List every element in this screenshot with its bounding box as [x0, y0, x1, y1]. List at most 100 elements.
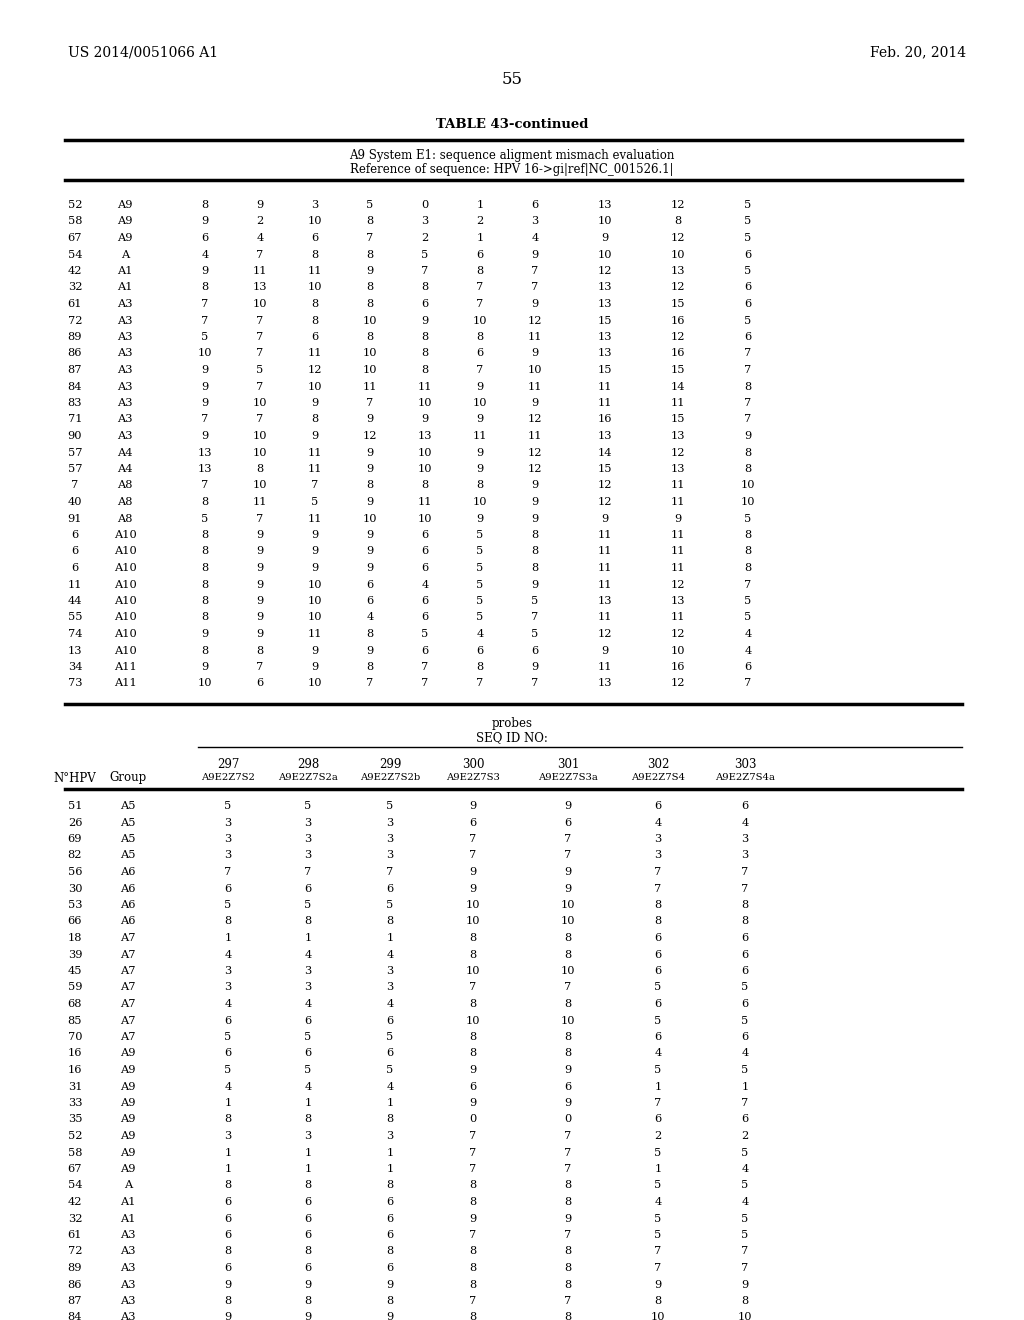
Text: 11: 11 — [598, 579, 612, 590]
Text: A10: A10 — [114, 597, 136, 606]
Text: 8: 8 — [367, 663, 374, 672]
Text: 8: 8 — [469, 1279, 476, 1290]
Text: 4: 4 — [256, 234, 263, 243]
Text: 9: 9 — [744, 432, 752, 441]
Text: 1: 1 — [654, 1164, 662, 1173]
Text: 9: 9 — [224, 1312, 231, 1320]
Text: 7: 7 — [531, 678, 539, 689]
Text: 6: 6 — [654, 949, 662, 960]
Text: 8: 8 — [564, 1197, 571, 1206]
Text: 9: 9 — [311, 645, 318, 656]
Text: 10: 10 — [740, 498, 756, 507]
Text: 3: 3 — [304, 966, 311, 975]
Text: 3: 3 — [304, 1131, 311, 1140]
Text: 7: 7 — [469, 1296, 476, 1305]
Text: 7: 7 — [386, 867, 393, 876]
Text: 6: 6 — [421, 531, 429, 540]
Text: A9: A9 — [120, 1065, 136, 1074]
Text: 3: 3 — [741, 850, 749, 861]
Text: 51: 51 — [68, 801, 82, 810]
Text: 4: 4 — [224, 999, 231, 1008]
Text: A8: A8 — [118, 513, 133, 524]
Text: 8: 8 — [367, 249, 374, 260]
Text: 5: 5 — [202, 513, 209, 524]
Text: 5: 5 — [744, 216, 752, 227]
Text: Reference of sequence: HPV 16->gi|ref|NC_001526.1|: Reference of sequence: HPV 16->gi|ref|NC… — [350, 162, 674, 176]
Text: 58: 58 — [68, 1147, 82, 1158]
Text: 3: 3 — [386, 1131, 393, 1140]
Text: 10: 10 — [598, 216, 612, 227]
Text: A9: A9 — [120, 1081, 136, 1092]
Text: 13: 13 — [253, 282, 267, 293]
Text: 9: 9 — [421, 414, 429, 425]
Text: 7: 7 — [654, 1263, 662, 1272]
Text: 10: 10 — [308, 678, 323, 689]
Text: 6: 6 — [741, 1032, 749, 1041]
Text: 5: 5 — [476, 564, 483, 573]
Text: A9: A9 — [120, 1164, 136, 1173]
Text: A4: A4 — [118, 465, 133, 474]
Text: 4: 4 — [304, 999, 311, 1008]
Text: 8: 8 — [654, 900, 662, 909]
Text: 2: 2 — [256, 216, 263, 227]
Text: 9: 9 — [224, 1279, 231, 1290]
Text: 10: 10 — [308, 282, 323, 293]
Text: 13: 13 — [671, 465, 685, 474]
Text: 4: 4 — [744, 645, 752, 656]
Text: 8: 8 — [564, 1048, 571, 1059]
Text: 84: 84 — [68, 381, 82, 392]
Text: 1: 1 — [304, 1147, 311, 1158]
Text: 12: 12 — [308, 366, 323, 375]
Text: 9: 9 — [564, 1098, 571, 1107]
Text: 8: 8 — [469, 1246, 476, 1257]
Text: 12: 12 — [527, 465, 543, 474]
Text: 6: 6 — [654, 933, 662, 942]
Text: 5: 5 — [654, 1015, 662, 1026]
Text: 10: 10 — [561, 900, 575, 909]
Text: 12: 12 — [598, 630, 612, 639]
Text: 8: 8 — [224, 1114, 231, 1125]
Text: 7: 7 — [564, 1147, 571, 1158]
Text: 3: 3 — [224, 834, 231, 843]
Text: 7: 7 — [256, 381, 263, 392]
Text: TABLE 43-continued: TABLE 43-continued — [436, 119, 588, 132]
Text: 9: 9 — [256, 579, 263, 590]
Text: 10: 10 — [418, 399, 432, 408]
Text: 9: 9 — [202, 399, 209, 408]
Text: 7: 7 — [741, 1263, 749, 1272]
Text: A9E2Z7S4: A9E2Z7S4 — [631, 774, 685, 783]
Text: 1: 1 — [224, 1147, 231, 1158]
Text: 5: 5 — [476, 612, 483, 623]
Text: 11: 11 — [598, 612, 612, 623]
Text: 15: 15 — [671, 414, 685, 425]
Text: 40: 40 — [68, 498, 82, 507]
Text: 9: 9 — [202, 366, 209, 375]
Text: 5: 5 — [744, 513, 752, 524]
Text: 6: 6 — [72, 546, 79, 557]
Text: 5: 5 — [256, 366, 263, 375]
Text: 8: 8 — [367, 630, 374, 639]
Text: 11: 11 — [308, 267, 323, 276]
Text: 7: 7 — [469, 1147, 476, 1158]
Text: 10: 10 — [737, 1312, 753, 1320]
Text: 10: 10 — [253, 300, 267, 309]
Text: 7: 7 — [744, 414, 752, 425]
Text: 10: 10 — [473, 399, 487, 408]
Text: 11: 11 — [253, 498, 267, 507]
Text: 1: 1 — [304, 1098, 311, 1107]
Text: 9: 9 — [367, 531, 374, 540]
Text: 8: 8 — [469, 1048, 476, 1059]
Text: 10: 10 — [362, 513, 377, 524]
Text: 5: 5 — [476, 531, 483, 540]
Text: 26: 26 — [68, 817, 82, 828]
Text: 6: 6 — [421, 597, 429, 606]
Text: 6: 6 — [654, 966, 662, 975]
Text: 8: 8 — [311, 315, 318, 326]
Text: 6: 6 — [744, 300, 752, 309]
Text: 12: 12 — [671, 579, 685, 590]
Text: A10: A10 — [114, 645, 136, 656]
Text: A6: A6 — [120, 867, 136, 876]
Text: 7: 7 — [367, 234, 374, 243]
Text: 10: 10 — [650, 1312, 666, 1320]
Text: A3: A3 — [118, 315, 133, 326]
